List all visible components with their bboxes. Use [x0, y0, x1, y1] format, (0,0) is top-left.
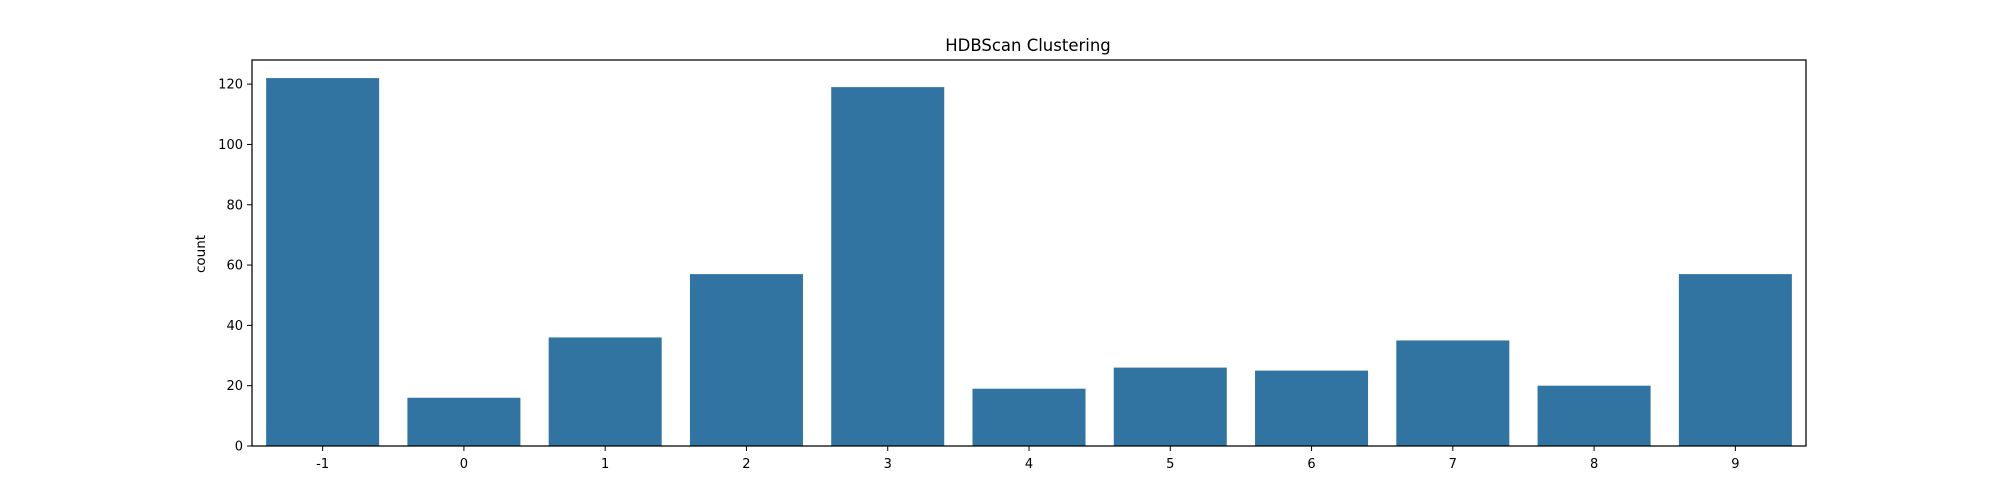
y-tick-label: 120 — [218, 78, 243, 93]
bar-2 — [689, 274, 803, 446]
bar-3 — [831, 87, 945, 446]
bar--1 — [266, 78, 380, 446]
chart-title: HDBScan Clustering — [945, 36, 1111, 55]
y-tick-label: 80 — [226, 198, 243, 213]
bar-8 — [1537, 385, 1651, 446]
x-axis-ticks: -1 0 1 2 3 4 5 6 7 8 9 — [316, 446, 1740, 472]
bars-layer — [266, 78, 1792, 446]
bar-9 — [1678, 274, 1792, 446]
y-tick-label: 40 — [226, 319, 243, 334]
bar-4 — [972, 388, 1086, 446]
y-tick-label: 0 — [235, 440, 243, 455]
x-tick-label: 2 — [742, 457, 750, 472]
y-axis-ticks: 0 20 40 60 80 100 120 — [218, 78, 252, 455]
x-tick-label: 1 — [601, 457, 609, 472]
x-tick-label: -1 — [316, 457, 329, 472]
y-tick-label: 20 — [226, 379, 243, 394]
x-tick-label: 8 — [1590, 457, 1598, 472]
x-tick-label: 4 — [1025, 457, 1033, 472]
x-tick-label: 7 — [1449, 457, 1457, 472]
plot-frame — [251, 59, 1807, 447]
y-tick-label: 60 — [226, 259, 243, 274]
bar-6 — [1255, 370, 1369, 446]
x-tick-label: 6 — [1307, 457, 1315, 472]
x-tick-label: 0 — [460, 457, 468, 472]
y-axis-label: count — [193, 235, 209, 273]
y-tick-label: 100 — [218, 138, 243, 153]
x-tick-label: 9 — [1731, 457, 1739, 472]
bar-0 — [407, 397, 521, 446]
x-tick-label: 5 — [1166, 457, 1174, 472]
bar-1 — [548, 337, 662, 446]
x-tick-label: 3 — [884, 457, 892, 472]
bar-7 — [1396, 340, 1510, 446]
bar-5 — [1113, 367, 1227, 446]
